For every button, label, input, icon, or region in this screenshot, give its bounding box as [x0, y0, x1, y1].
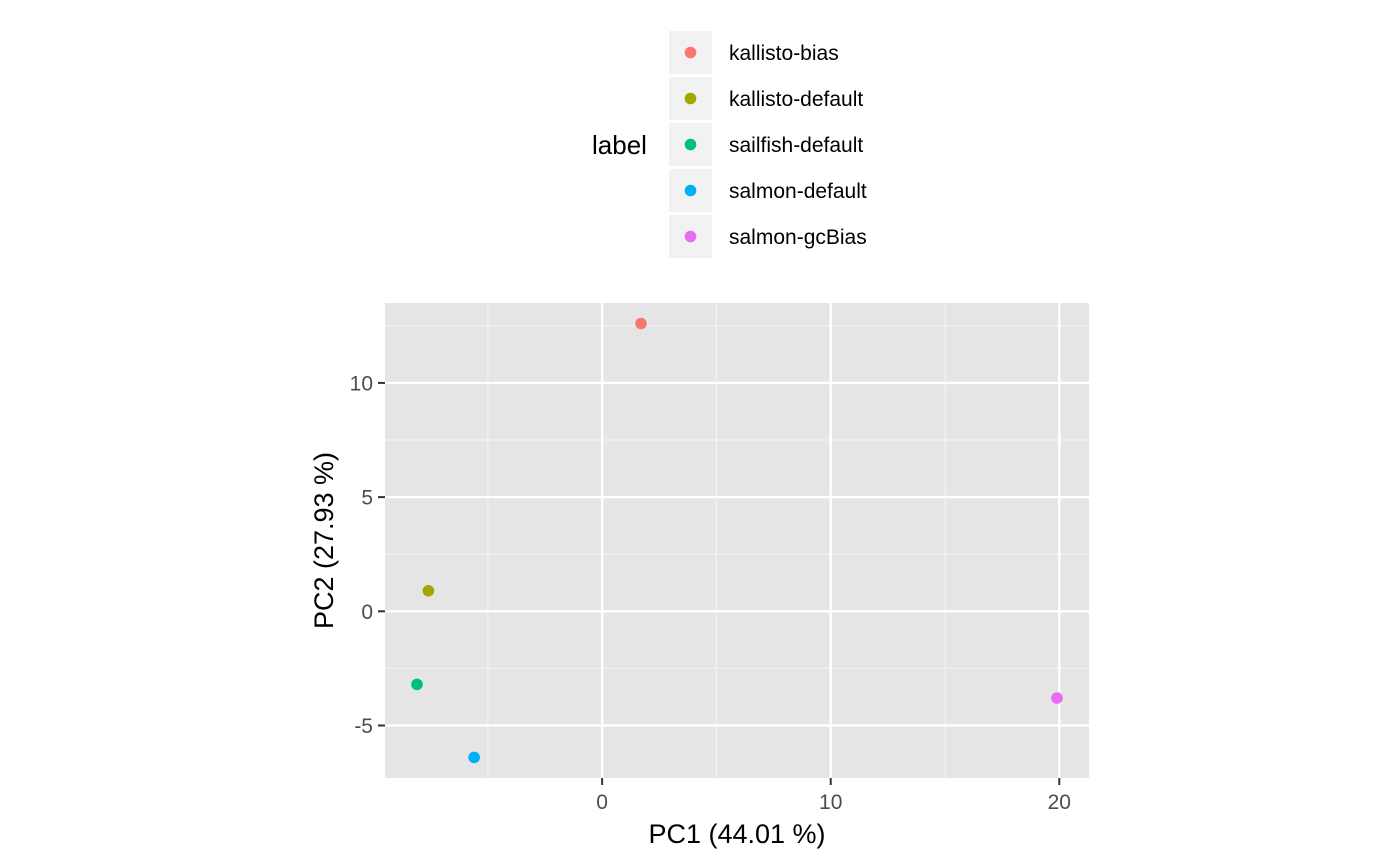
- legend-title: label: [592, 130, 647, 160]
- legend-dot-salmon-gcBias: [684, 230, 697, 243]
- legend-dot-sailfish-default: [684, 138, 697, 151]
- x-axis-title: PC1 (44.01 %): [648, 819, 825, 849]
- legend-label-kallisto-default: kallisto-default: [729, 88, 863, 111]
- legend-label-sailfish-default: sailfish-default: [729, 134, 863, 157]
- data-points: [411, 317, 1063, 764]
- data-point-salmon-default: [468, 751, 480, 764]
- y-tick-label: -5: [354, 715, 373, 738]
- y-tick-label: 10: [350, 372, 373, 395]
- data-point-salmon-gcBias: [1051, 692, 1063, 704]
- x-axis: 0 10 20: [596, 778, 1071, 814]
- legend-label-salmon-gcBias: salmon-gcBias: [729, 226, 867, 249]
- y-tick-label: 5: [361, 487, 373, 510]
- legend-dot-kallisto-bias: [684, 46, 697, 59]
- y-axis-title: PC2 (27.93 %): [309, 452, 339, 629]
- legend-dot-kallisto-default: [684, 92, 697, 105]
- panel-background: [385, 303, 1089, 778]
- legend: label kallisto-bias kallisto-default sailf…: [592, 31, 867, 258]
- legend-label-salmon-default: salmon-default: [729, 180, 867, 203]
- x-tick-label: 0: [596, 791, 608, 814]
- x-tick-label: 20: [1048, 791, 1071, 814]
- data-point-kallisto-default: [422, 584, 435, 597]
- data-point-sailfish-default: [411, 678, 423, 691]
- legend-dot-salmon-default: [684, 184, 697, 197]
- y-axis: -5 0 5 10: [350, 372, 385, 738]
- legend-label-kallisto-bias: kallisto-bias: [729, 42, 839, 65]
- legend-items: kallisto-bias kallisto-default sailfish-de…: [669, 31, 867, 258]
- data-point-kallisto-bias: [635, 317, 647, 330]
- x-tick-label: 10: [819, 791, 842, 814]
- y-tick-label: 0: [361, 601, 373, 624]
